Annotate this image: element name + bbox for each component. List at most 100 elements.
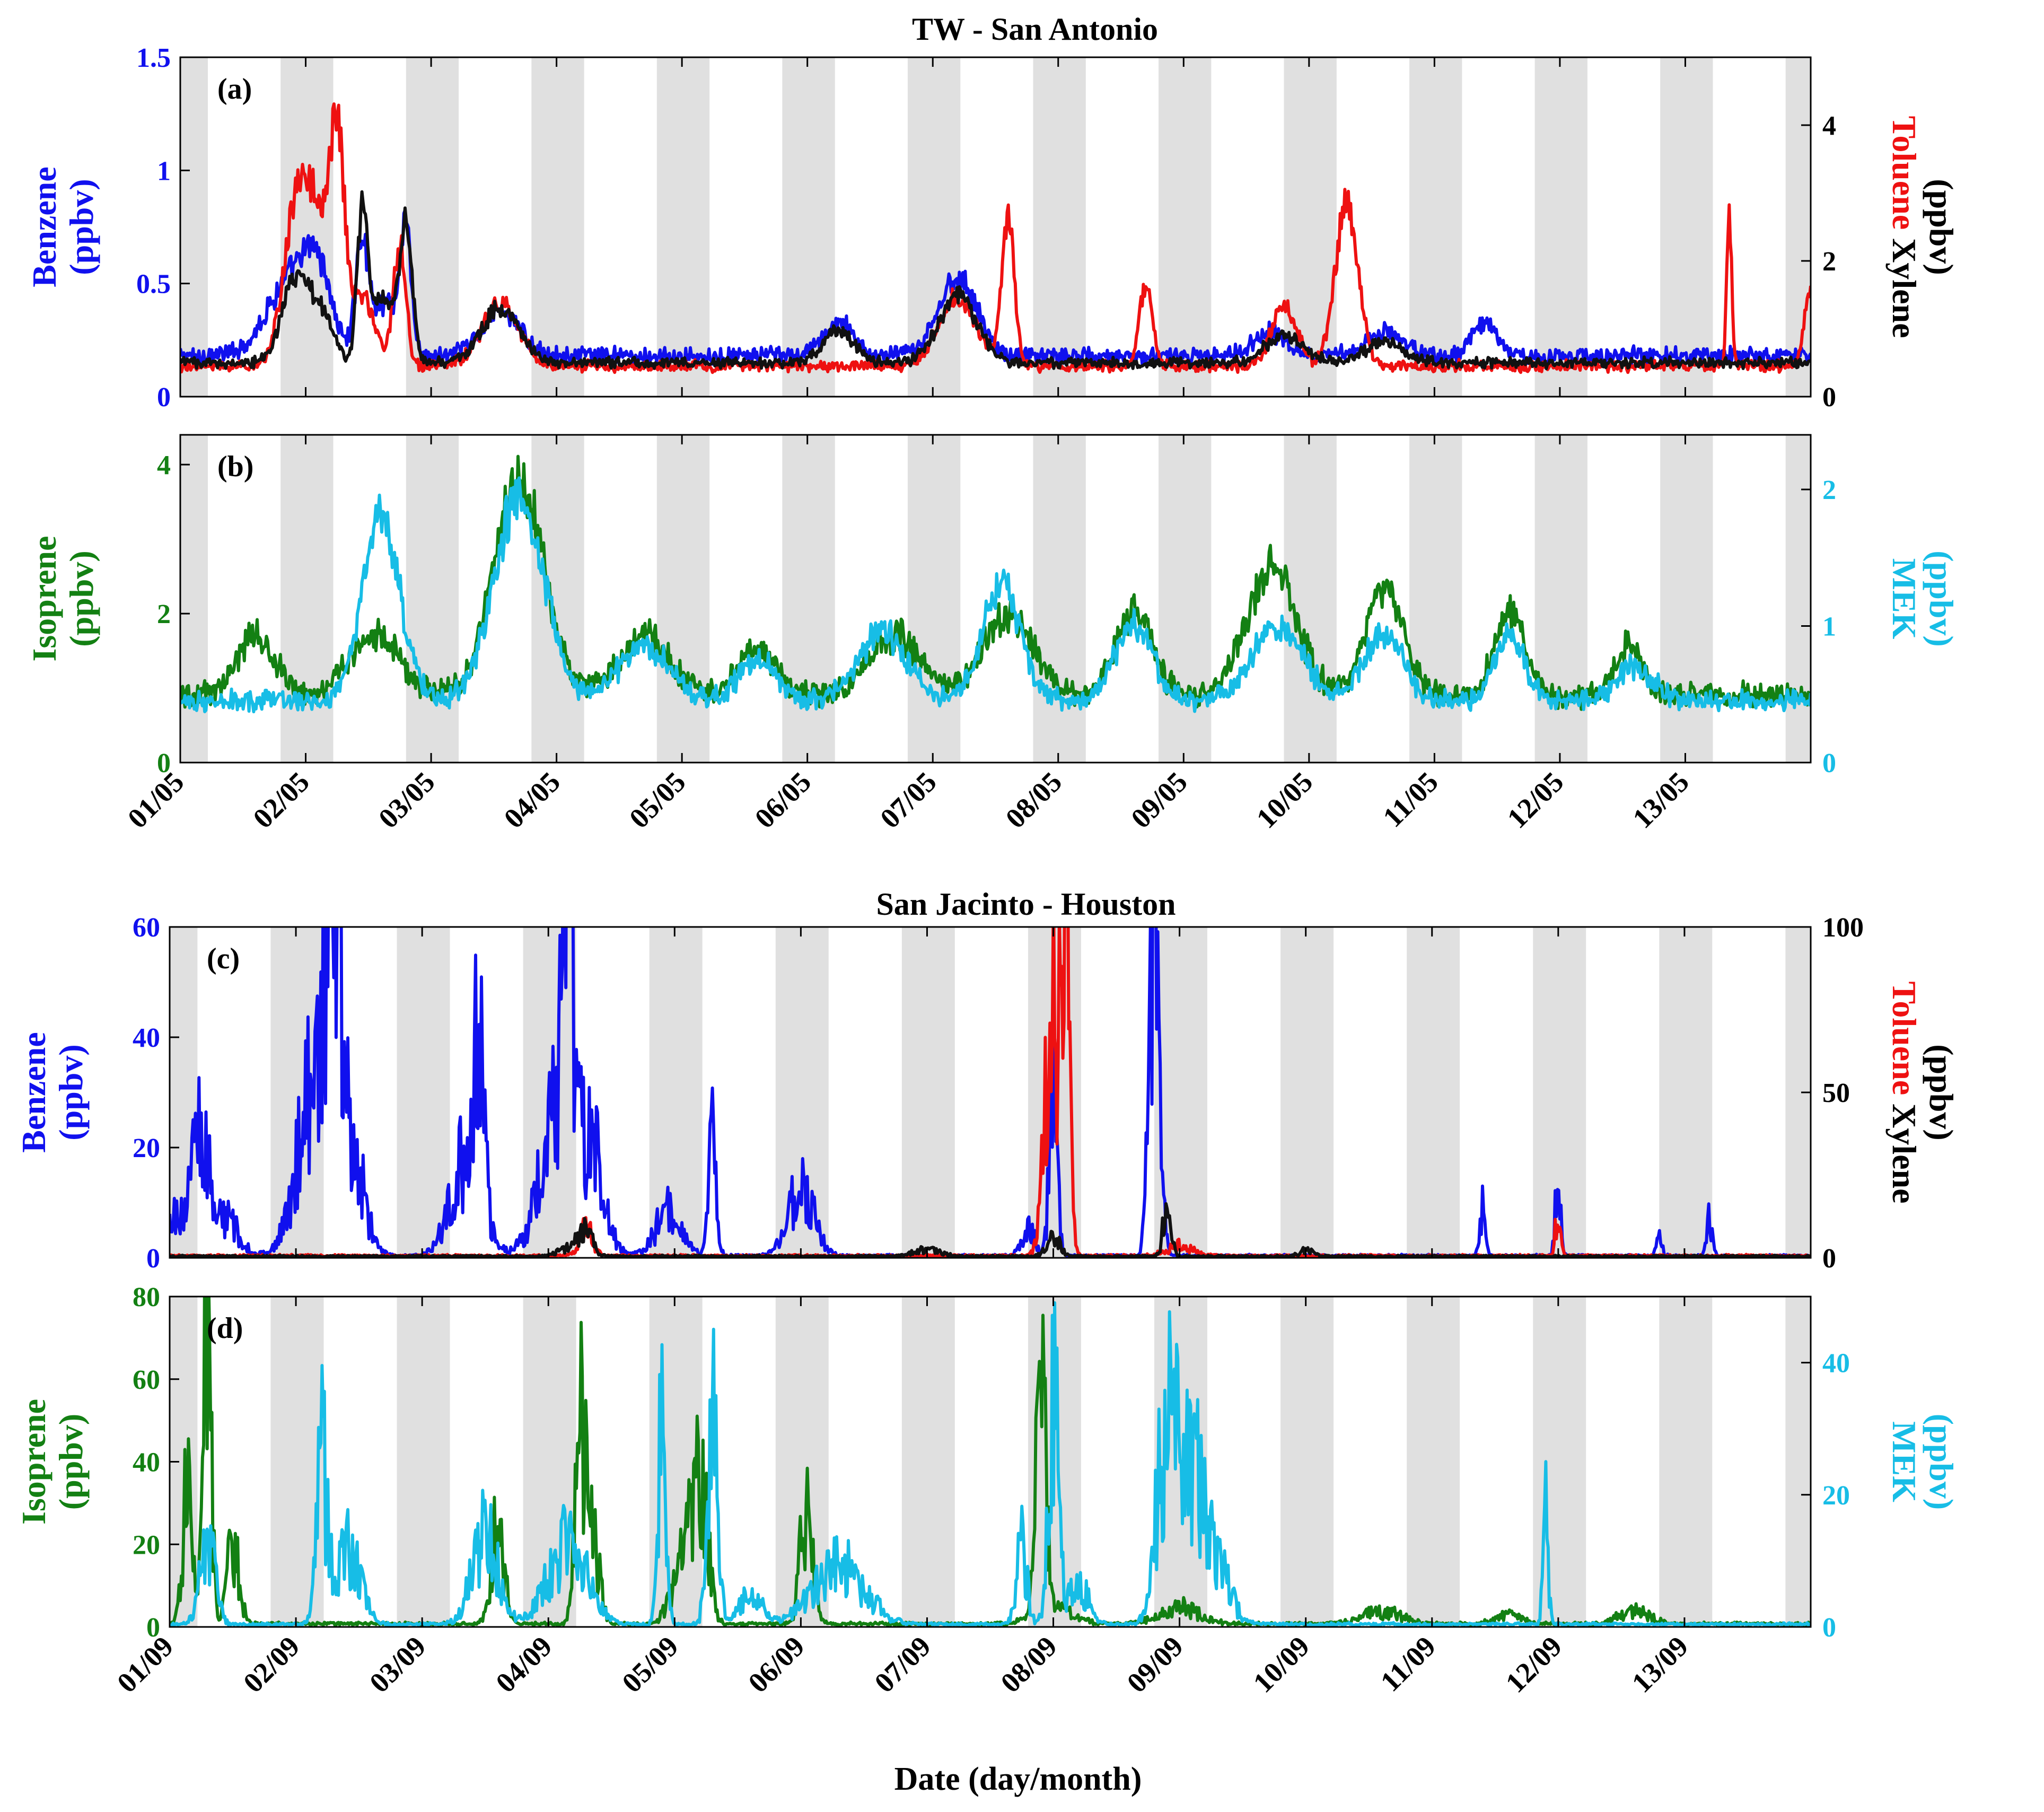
night-band [901, 1297, 955, 1627]
plot-frame [179, 434, 1812, 764]
night-band [1660, 435, 1713, 763]
right-tick-label: 1 [1822, 612, 1836, 642]
night-band [397, 927, 450, 1258]
night-band [1280, 1297, 1334, 1627]
series-line-mek [170, 1301, 1811, 1627]
left-axis-units: (ppbv) [52, 1044, 90, 1140]
left-tick-label: 1.5 [136, 43, 171, 73]
right-tick-label: 0 [1822, 1613, 1836, 1643]
night-band [180, 57, 208, 397]
series-line-xylene [170, 1202, 1811, 1258]
right-tick-label: 40 [1822, 1349, 1850, 1379]
night-band [531, 435, 584, 763]
night-band [1785, 435, 1811, 763]
panel-label: (c) [207, 942, 240, 975]
left-axis-label: Benzene [15, 1032, 52, 1153]
panel-label: (b) [217, 450, 253, 483]
left-tick-label: 0.5 [136, 269, 171, 300]
series-lines [180, 102, 1811, 374]
night-band [1785, 1297, 1811, 1627]
right-axis-label: Toluene Xylene [1885, 982, 1923, 1204]
left-tick-label: 2 [157, 599, 171, 629]
night-band [1409, 435, 1462, 763]
night-band [1284, 435, 1337, 763]
night-band [1409, 57, 1462, 397]
night-band [907, 435, 961, 763]
series-lines [180, 454, 1811, 714]
night-band [1284, 57, 1337, 397]
right-axis-label-toluene: Toluene [1885, 982, 1923, 1096]
left-axis-units: (ppbv) [52, 1414, 90, 1510]
night-band [1407, 927, 1460, 1258]
left-tick-label: 0 [146, 1613, 160, 1643]
left-tick-label: 4 [157, 450, 171, 480]
right-axis-label: MEK [1885, 558, 1923, 640]
right-axis-label-xylene: Xylene [1885, 238, 1923, 338]
night-band [180, 435, 208, 763]
right-axis-units: (ppbv) [1923, 1414, 1960, 1510]
right-tick-label: 20 [1822, 1481, 1850, 1511]
night-band [1407, 1297, 1460, 1627]
left-tick-label: 0 [157, 382, 171, 413]
night-band [656, 57, 710, 397]
series-lines [170, 1297, 1811, 1627]
left-tick-label: 80 [133, 1282, 160, 1312]
plot-frame [179, 56, 1812, 398]
series-line-xylene [180, 190, 1811, 371]
left-axis-units: (ppbv) [63, 179, 100, 275]
night-band [280, 435, 334, 763]
night-band [531, 57, 584, 397]
bottom-figure-title: San Jacinto - Houston [876, 887, 1175, 922]
right-tick-label: 50 [1822, 1078, 1850, 1108]
night-band [901, 927, 955, 1258]
left-tick-label: 60 [133, 1365, 160, 1395]
left-axis-label: Isoprene [15, 1399, 52, 1525]
right-tick-label: 100 [1822, 913, 1864, 943]
x-axis-label: Date (day/month) [894, 1761, 1142, 1797]
left-tick-label: 20 [133, 1133, 160, 1163]
right-tick-label: 4 [1822, 111, 1836, 141]
left-axis-label: Isoprene [25, 536, 63, 661]
night-band [406, 435, 459, 763]
right-tick-label: 2 [1822, 475, 1836, 505]
night-band [1659, 1297, 1713, 1627]
series-line-benzene [180, 208, 1811, 367]
right-tick-label: 0 [1822, 1244, 1836, 1274]
night-band [1154, 927, 1207, 1258]
left-tick-label: 1 [157, 156, 171, 186]
right-tick-label: 2 [1822, 247, 1836, 277]
series-lines [170, 927, 1811, 1258]
left-axis-units: (ppbv) [63, 550, 100, 646]
night-band [406, 57, 459, 397]
night-band [1785, 57, 1811, 397]
series-line-toluene [180, 102, 1811, 374]
night-band [1033, 435, 1086, 763]
left-tick-label: 20 [133, 1530, 160, 1560]
night-band [782, 435, 835, 763]
right-axis-label-xylene: Xylene [1885, 1104, 1923, 1203]
left-tick-label: 0 [146, 1244, 160, 1274]
left-tick-label: 0 [157, 748, 171, 778]
right-axis-units: (ppbv) [1923, 1044, 1960, 1140]
night-band [1659, 927, 1713, 1258]
right-axis-label: Toluene Xylene [1885, 116, 1923, 338]
night-band [1033, 57, 1086, 397]
night-band [1534, 57, 1587, 397]
left-axis-label: Benzene [25, 167, 63, 287]
night-band [775, 927, 829, 1258]
night-band [656, 435, 710, 763]
panel-label: (d) [207, 1312, 243, 1345]
left-tick-label: 40 [133, 1023, 160, 1053]
night-band [1159, 435, 1212, 763]
series-line-mek [180, 476, 1811, 714]
right-axis-label-gap [1885, 230, 1923, 238]
left-tick-label: 60 [133, 913, 160, 943]
night-band [649, 927, 703, 1258]
top-figure-title: TW - San Antonio [912, 12, 1158, 47]
